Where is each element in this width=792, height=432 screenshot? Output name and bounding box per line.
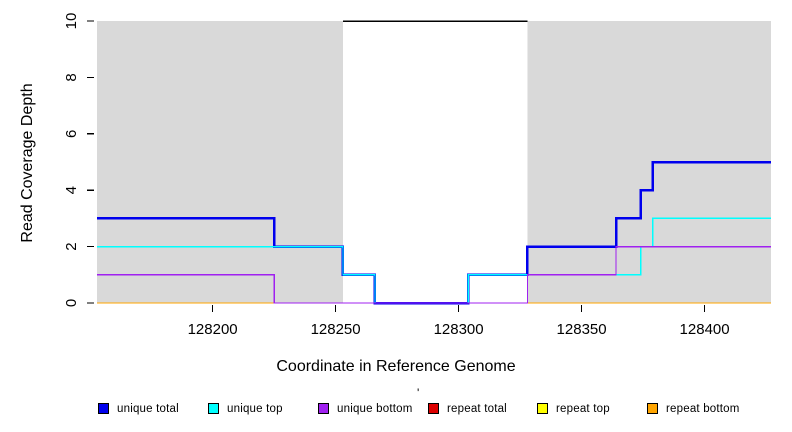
x-tick-label: 128300	[434, 321, 484, 338]
y-tick-label: 10	[63, 13, 80, 30]
series-line-unique-top	[97, 217, 771, 304]
y-tick-label: 0	[63, 299, 80, 307]
x-tick-label: 128350	[557, 321, 607, 338]
y-tick-label: 2	[63, 242, 80, 250]
x-tick-label: 128250	[311, 321, 361, 338]
y-tick-label: 8	[63, 73, 80, 81]
y-tick-label: 6	[63, 130, 80, 138]
y-tick-label: 4	[63, 186, 80, 194]
series-line-unique-bottom	[97, 245, 771, 304]
x-tick-label: 128400	[680, 321, 730, 338]
masked-region	[97, 21, 343, 303]
y-axis-title: Read Coverage Depth	[19, 83, 36, 243]
x-tick-label: 128200	[188, 321, 238, 338]
x-axis-title: Coordinate in Reference Genome	[276, 358, 516, 375]
